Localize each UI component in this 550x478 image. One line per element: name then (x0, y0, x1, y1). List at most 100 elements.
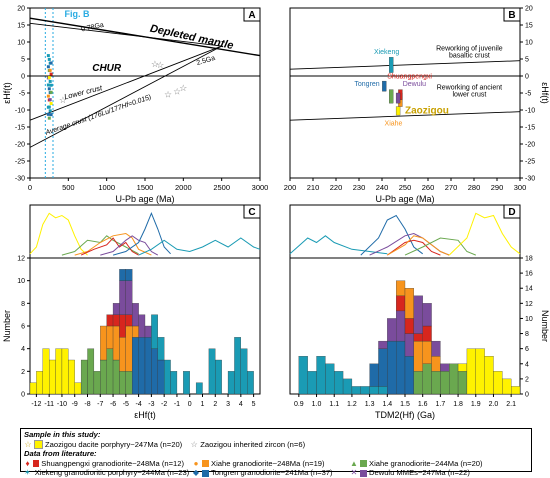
histogram-bar-yellow (502, 378, 512, 395)
panel-d-ytick-label: 10 (525, 316, 533, 323)
panel-a-ytick-label: -30 (15, 176, 25, 183)
panel-a-sample-mark (46, 83, 50, 87)
panel-c-xtick-label: 3 (226, 401, 230, 408)
panel-b-letter-box (503, 7, 521, 22)
histogram-bar-purple (125, 280, 133, 315)
legend-row-study: Sample in this study: (24, 430, 528, 440)
panel-d-xtick-label: 1.2 (347, 401, 357, 408)
panel-c-ytick-label: 10 (17, 278, 25, 285)
panel-d-ytick-label: 12 (525, 301, 533, 308)
histogram-bar-cyan (325, 363, 335, 395)
histogram-bar-blue (151, 348, 158, 395)
panel-b-xtick-label: 290 (491, 183, 504, 192)
triangle-icon: ▲ (350, 458, 358, 468)
legend-row-lit-header: Data from literature: (24, 449, 528, 459)
histogram-bar-cyan (334, 371, 344, 395)
panel-c-xtick-label: -6 (110, 401, 116, 408)
histogram-bar-green (80, 359, 88, 395)
star-icon: ☆ (24, 439, 32, 449)
panel-a-sample-mark (46, 94, 50, 98)
legend-label-xiahe-248: Xiahe granodiorite~248Ma (n=19) (211, 458, 325, 468)
histogram-bar-cyan (298, 356, 308, 395)
panel-a-letter-box (243, 7, 261, 22)
kde-curve-blue (360, 214, 424, 256)
histogram-bar-orange (106, 325, 114, 349)
histogram-bar-green (449, 363, 459, 395)
histogram-bar-orange (132, 325, 139, 338)
panel-b-sample-column (389, 57, 394, 73)
histogram-bar-orange (396, 280, 406, 296)
panel-d-xtick-label: 1.5 (400, 401, 410, 408)
panel-a-ytick-label: -25 (15, 159, 25, 166)
panel-a-sample-mark (48, 98, 52, 102)
panel-c-xtick-label: 4 (239, 401, 243, 408)
histogram-bar-blue (119, 269, 126, 281)
histogram-bar-orange (119, 337, 126, 372)
panel-b-ylabel: εHf(t) (540, 82, 550, 104)
panel-d-letter-box (503, 204, 521, 219)
diamond-icon: ◆ (192, 468, 200, 478)
panel-b-xtick-label: 300 (514, 183, 527, 192)
panel-d-ytick-label: 2 (525, 376, 529, 383)
panel-c-xtick-label: -3 (148, 401, 154, 408)
panel-b-ytick-label: 5 (525, 57, 529, 64)
panel-c-xtick-label: 1 (201, 401, 205, 408)
panel-d-xtick-label: 1.4 (382, 401, 392, 408)
panel-a-sample-mark (49, 113, 53, 117)
panel-d-ytick-label: 14 (525, 286, 533, 293)
inherited-zircon-marker: ☆ (156, 60, 164, 70)
legend-item-zaozigou-dacite: ☆ Zaozigou dacite porphyry~247Ma (n=20) (24, 440, 182, 450)
green-swatch (360, 460, 367, 468)
histogram-bar-orange (404, 288, 414, 319)
panel-b-xtick-label: 200 (284, 183, 297, 192)
panel-a-sample-mark (47, 57, 51, 61)
label-ancient-2: lower crust (452, 91, 486, 98)
histogram-bar-blue (387, 340, 397, 395)
histogram-bar-blue (125, 269, 133, 281)
histogram-bar-orange (431, 356, 441, 372)
histogram-bar-blue (157, 359, 165, 395)
panel-a-xtick-label: 3000 (252, 183, 269, 192)
legend-label-inherited-zircon: Zaozigou inherited zircon (n=6) (200, 439, 306, 449)
panel-c-xtick-label: -7 (97, 401, 103, 408)
histogram-bar-cyan (240, 348, 248, 395)
panel-a-ytick-label: 10 (17, 40, 25, 47)
kde-curve-purple (369, 232, 450, 256)
panel-a-ytick-label: -10 (15, 108, 25, 115)
histogram-bar-yellow (475, 348, 485, 395)
histogram-bar-green (413, 371, 423, 395)
panel-a-sample-mark (48, 109, 52, 113)
panel-a-sample-mark (49, 101, 53, 105)
histogram-bar-yellow (49, 359, 56, 395)
panel-a-sample-mark (47, 105, 51, 109)
histogram-bar-yellow (493, 371, 503, 395)
panel-a-xtick-label: 1000 (98, 183, 115, 192)
histogram-bar-cyan (234, 337, 241, 395)
panel-d-ytick-label: 6 (525, 346, 529, 353)
panel-b-ytick-label: 10 (525, 40, 533, 47)
label-juvenile-1: Reworking of juvenile (436, 46, 503, 53)
panel-b-ytick-label: -25 (525, 159, 535, 166)
panel-d-ytick-label: 4 (525, 361, 529, 368)
legend-row-lit-1: ♦ Shuangpengxi granodiorite~248Ma (n=12)… (24, 459, 528, 469)
histogram-bar-red (112, 314, 120, 327)
kde-curve-blue (112, 211, 171, 256)
histogram-bar-green (457, 371, 468, 395)
panel-c-ytick-label: 0 (21, 392, 25, 399)
histogram-bar-red (422, 325, 432, 342)
label-tongren: Tongren (354, 81, 379, 88)
histogram-bar-yellow (55, 348, 63, 395)
histogram-bar-blue (132, 337, 139, 395)
panel-b-ytick-label: -10 (525, 108, 535, 115)
cross-icon: ✕ (350, 468, 358, 478)
kde-curve-purple (100, 235, 159, 256)
histogram-bar-purple (413, 295, 423, 334)
panel-c-letter: C (248, 207, 255, 218)
panel-c-xtick-label: 0 (188, 401, 192, 408)
panel-a-sample-mark (46, 65, 50, 69)
histogram-bar-green (125, 371, 133, 395)
panel-c-xtick-label: -11 (44, 401, 54, 408)
panel-a-line-2 (29, 22, 222, 47)
histogram-bar-cyan (170, 371, 178, 395)
